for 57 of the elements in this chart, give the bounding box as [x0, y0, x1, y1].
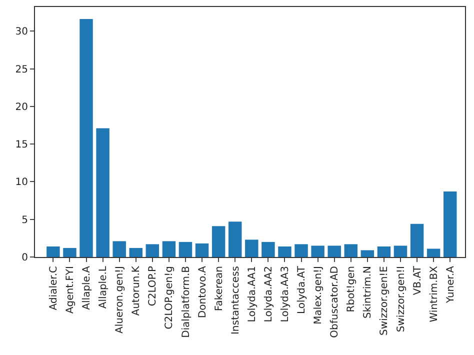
y-tick-label: 30: [15, 26, 28, 38]
y-tick-label: 10: [15, 177, 28, 188]
x-tick-label: Allaple.A: [82, 266, 93, 310]
bar: [360, 250, 374, 257]
bar: [426, 248, 440, 257]
x-tick-label: Autorun.K: [131, 266, 142, 316]
bar: [195, 243, 209, 257]
x-tick-label: Malex.gen!J: [313, 266, 324, 324]
bar: [394, 246, 408, 257]
bar: [245, 240, 258, 257]
bar: [129, 248, 142, 257]
bar: [311, 246, 324, 257]
bar: [96, 128, 110, 257]
x-tick-label: Lolyda.AT: [296, 265, 308, 314]
x-tick-label: VB.AT: [412, 265, 424, 296]
x-tick-label: Dontovo.A: [197, 266, 208, 318]
x-tick-label: Fakerean: [214, 266, 225, 312]
bar: [80, 19, 93, 257]
bar: [262, 242, 275, 257]
x-tick-label: Rbot!gen: [346, 266, 358, 312]
x-tick-label: Lolyda.AA3: [280, 266, 291, 322]
x-tick-label: C2LOP.gen!g: [164, 266, 176, 330]
bar: [444, 191, 457, 257]
y-tick-label: 25: [15, 64, 28, 76]
y-tick-label: 20: [15, 102, 28, 113]
x-tick-label: Swizzor.gen!I: [396, 266, 407, 332]
bar: [228, 222, 242, 257]
y-tick-label: 5: [22, 214, 28, 226]
x-tick-label: Lolyda.AA1: [246, 266, 258, 322]
bar: [63, 248, 76, 257]
bar: [46, 246, 60, 257]
x-tick-label: Obfuscator.AD: [330, 266, 341, 338]
x-tick-label: C2LOP.P: [148, 266, 159, 306]
bar: [162, 241, 176, 257]
bar: [212, 226, 226, 257]
x-tick-label: Allaple.L: [98, 266, 110, 309]
x-tick-label: Instantaccess: [230, 266, 242, 335]
x-tick-label: Skintrim.N: [362, 266, 374, 318]
x-tick-label: Dialplatform.B: [180, 266, 192, 338]
x-tick-label: Swizzor.gen!E: [379, 266, 390, 336]
x-tick-label: Lolyda.AA2: [263, 266, 274, 322]
y-tick-label: 15: [15, 140, 28, 151]
bar: [328, 246, 341, 257]
bar: [410, 224, 424, 257]
x-tick-label: Agent.FYI: [64, 266, 76, 314]
bar: [146, 244, 160, 257]
bar: [112, 241, 126, 257]
x-tick-label: Alueron.gen!J: [114, 266, 126, 334]
x-tick-label: Adialer.C: [48, 266, 60, 310]
bar: [344, 244, 358, 257]
bar: [294, 244, 308, 257]
x-tick-label: Yuner.A: [445, 266, 456, 304]
bar: [377, 246, 391, 257]
y-tick-label: 0: [22, 252, 28, 264]
x-tick-label: Wintrim.BX: [428, 266, 440, 322]
bar: [278, 246, 292, 257]
bar: [178, 242, 192, 257]
